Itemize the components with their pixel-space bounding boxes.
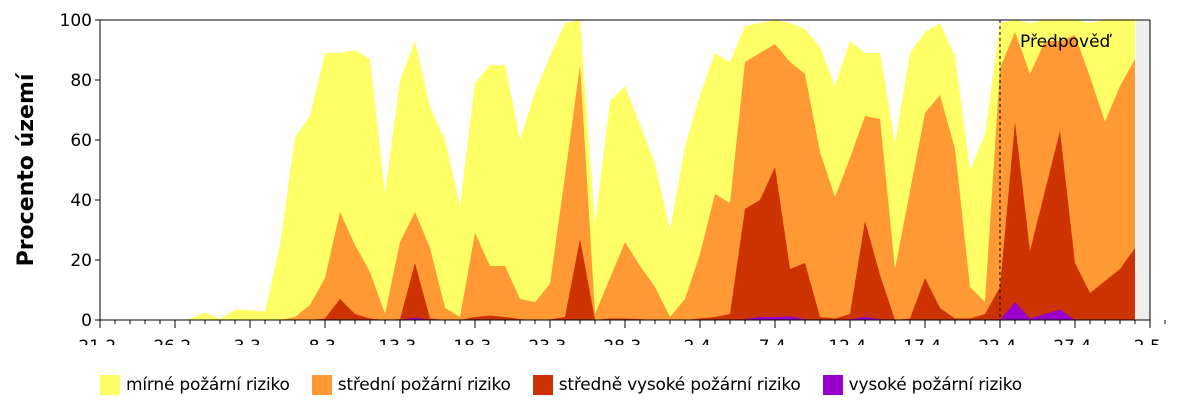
- y-tick-label: 20: [70, 251, 92, 271]
- x-tick-label: 23.3.: [528, 337, 571, 345]
- y-tick-label: 100: [60, 11, 92, 31]
- stacked-area-chart: Předpověď 0 20 40 60 80 100 21.2. 26.2. 3.3. 8.3.…: [14, 11, 1167, 345]
- area-series: [100, 32, 1135, 320]
- forecast-label: Předpověď: [1020, 32, 1113, 52]
- area-series: [100, 302, 1135, 320]
- legend-label: středně vysoké požární riziko: [558, 375, 801, 395]
- legend-item-medium: střední požární riziko: [311, 375, 511, 395]
- chart-axes: 0 20 40 60 80 100 21.2. 26.2. 3.3. 8.3. 13.3. 18.3.…: [60, 11, 1167, 345]
- x-tick-label: 18.3.: [453, 337, 496, 345]
- legend-swatch-medium: [311, 375, 332, 395]
- legend-label: vysoké požární riziko: [848, 375, 1023, 395]
- x-tick-label: 3.3.: [234, 337, 266, 345]
- legend-swatch-mild: [100, 375, 120, 395]
- y-tick-label: 60: [70, 131, 92, 151]
- x-tick-label: 17.4.: [903, 337, 946, 345]
- legend-item-medium-high: středně vysoké požární riziko: [532, 375, 801, 395]
- legend-label: mírné požární riziko: [126, 375, 290, 395]
- x-tick-label: 26.2.: [153, 337, 196, 345]
- forecast-end-band: [1136, 20, 1150, 320]
- x-tick-label: 2.5.: [1134, 337, 1166, 345]
- x-tick-label: 12.4.: [828, 337, 871, 345]
- chart-legend: mírné požární riziko střední požární riz…: [100, 370, 1044, 400]
- legend-swatch-high: [822, 375, 843, 395]
- y-tick-label: 80: [70, 71, 92, 91]
- x-tick-label: 21.2.: [78, 337, 121, 345]
- y-tick-label: 40: [70, 191, 92, 211]
- x-tick-label: 7.4.: [759, 337, 791, 345]
- x-tick-label: 13.3.: [378, 337, 421, 345]
- x-tick-label: 8.3.: [309, 337, 341, 345]
- legend-label: střední požární riziko: [337, 375, 511, 395]
- x-tick-label: 28.3.: [603, 337, 646, 345]
- y-tick-label: 0: [81, 311, 92, 331]
- legend-item-high: vysoké požární riziko: [822, 375, 1023, 395]
- y-axis-title: Procento území: [14, 72, 39, 266]
- x-tick-label: 27.4.: [1053, 337, 1096, 345]
- x-tick-label: 22.4.: [978, 337, 1021, 345]
- x-tick-label: 2.4.: [684, 337, 716, 345]
- area-series: [100, 122, 1135, 320]
- legend-item-mild: mírné požární riziko: [100, 375, 290, 395]
- chart-areas: [100, 20, 1135, 320]
- legend-swatch-medium-high: [532, 375, 553, 395]
